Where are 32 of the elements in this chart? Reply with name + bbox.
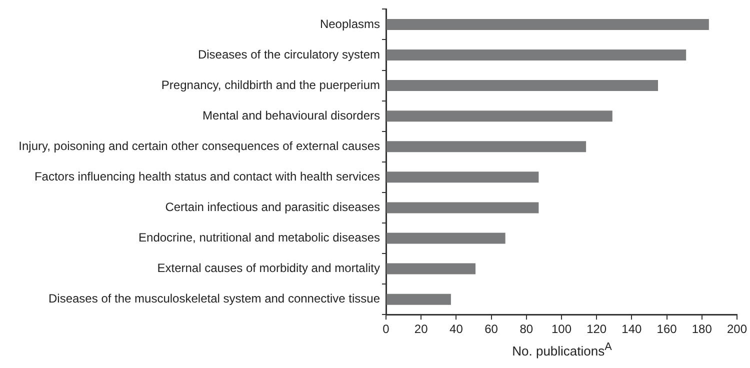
y-tick-label: Diseases of the musculoskeletal system and connective tissue: [48, 292, 380, 306]
x-axis-title: No. publications$^{A}$: [511, 341, 613, 358]
y-tick-label: Certain infectious and parasitic diseases: [165, 200, 380, 214]
y-tick-label: External causes of morbidity and mortality: [157, 261, 380, 276]
x-tick-label: 80: [520, 322, 534, 336]
y-tick-label: Injury, poisoning and certain other consequences of external causes: [18, 138, 380, 153]
x-tick-label: 60: [484, 322, 498, 336]
y-tick-label: Factors influencing health status and contact with health services: [34, 169, 380, 184]
x-tick-label: 140: [622, 322, 642, 336]
bar: [386, 110, 612, 122]
bar: [386, 141, 586, 152]
x-tick-label: 20: [414, 322, 428, 336]
x-tick-label: 0: [382, 322, 390, 336]
bar: [386, 263, 476, 274]
x-tick-label: 40: [450, 322, 464, 336]
y-tick-label: Diseases of the circulatory system: [198, 47, 380, 62]
x-tick-label: 200: [726, 322, 748, 336]
bar: [386, 232, 506, 244]
x-tick-label: 160: [656, 322, 678, 336]
y-tick-label: Endocrine, nutritional and metabolic diseases: [138, 230, 380, 245]
bar: [386, 50, 686, 61]
bar: [386, 202, 539, 214]
x-tick-label: 100: [551, 322, 572, 336]
y-tick-label: Mental and behavioural disorders: [202, 108, 380, 122]
y-tick-label: Pregnancy, childbirth and the puerperium: [161, 78, 380, 92]
y-tick-label: Neoplasms: [320, 16, 380, 31]
x-tick-label: 180: [692, 322, 712, 336]
bar: [386, 18, 709, 30]
bar: [386, 294, 451, 305]
bar: [386, 172, 539, 183]
bar: [386, 80, 658, 92]
x-tick-label: 120: [586, 322, 607, 336]
